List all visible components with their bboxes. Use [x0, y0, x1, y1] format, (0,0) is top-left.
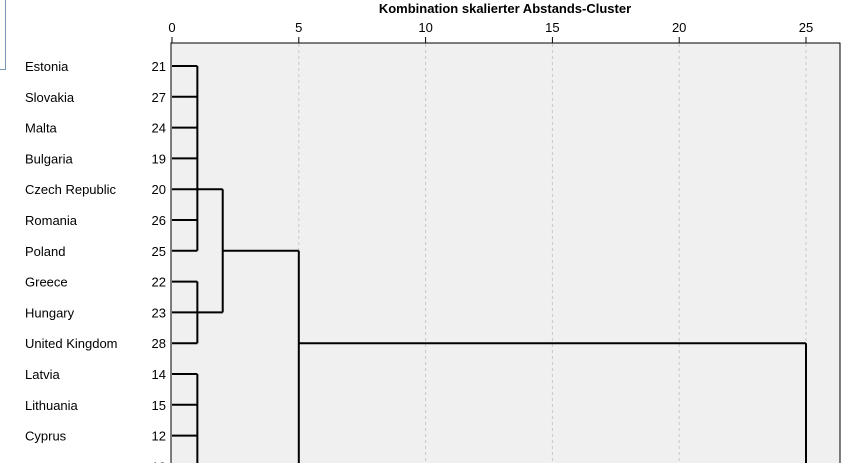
- window-corner: [0, 0, 6, 70]
- case-label: Poland: [25, 244, 65, 259]
- case-label: Malta: [25, 121, 58, 136]
- axis-title: Kombination skalierter Abstands-Cluster: [379, 1, 631, 16]
- case-number: 24: [152, 121, 166, 136]
- case-label: Lithuania: [25, 398, 79, 413]
- x-tick-label: 20: [672, 20, 686, 35]
- case-label: Bulgaria: [25, 151, 73, 166]
- dendrogram-tree: [172, 65, 807, 468]
- case-number: 14: [152, 367, 166, 382]
- x-tick-label: 25: [799, 20, 813, 35]
- x-tick-label: 15: [545, 20, 559, 35]
- case-number: 15: [152, 398, 166, 413]
- case-number: 13: [152, 459, 166, 463]
- case-number: 22: [152, 275, 166, 290]
- x-tick-label: 10: [418, 20, 432, 35]
- plot-area: [170, 42, 841, 468]
- case-label: Cyprus: [25, 429, 67, 444]
- leaf-labels: Estonia 21 Slovakia 27 Malta 24 Bulgaria 19 Czec…: [25, 59, 166, 468]
- case-number: 26: [152, 213, 166, 228]
- case-number: 27: [152, 90, 166, 105]
- case-label: Estonia: [25, 59, 69, 74]
- case-label: Hungary: [25, 305, 75, 320]
- x-tick-label: 5: [295, 20, 302, 35]
- case-number: 25: [152, 244, 166, 259]
- case-label: Romania: [25, 213, 78, 228]
- case-label: Latvia: [25, 367, 60, 382]
- case-number: 21: [152, 59, 166, 74]
- case-label: Czech Republic: [25, 182, 117, 197]
- case-number: 19: [152, 151, 166, 166]
- x-axis-ticks: 0 5 10 15 20 25: [168, 20, 813, 43]
- case-number: 20: [152, 182, 166, 197]
- case-label: Slovakia: [25, 90, 75, 105]
- case-label: United Kingdom: [25, 336, 118, 351]
- x-tick-label: 0: [168, 20, 175, 35]
- case-label: Greece: [25, 275, 68, 290]
- case-number: 23: [152, 305, 166, 320]
- case-number: 28: [152, 336, 166, 351]
- case-number: 12: [152, 429, 166, 444]
